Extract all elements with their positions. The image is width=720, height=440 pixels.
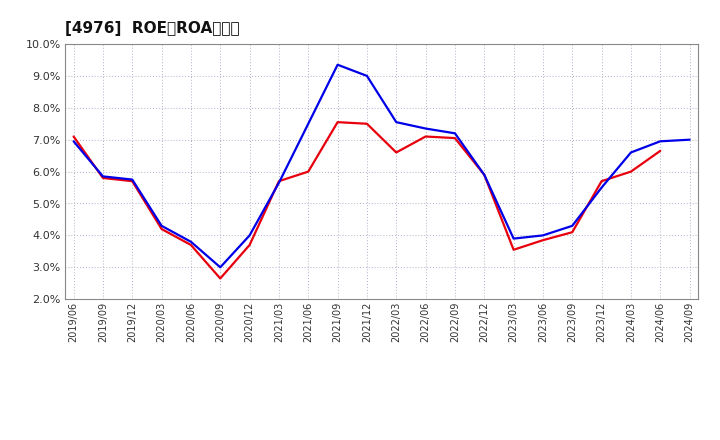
ROE — [363, 121, 372, 126]
Line: ROE: ROE — [73, 122, 660, 279]
ROA — [598, 185, 606, 190]
ROE — [128, 179, 137, 184]
ROE — [186, 242, 195, 248]
ROA — [392, 120, 400, 125]
ROE — [333, 120, 342, 125]
ROE — [451, 136, 459, 141]
ROA — [421, 126, 430, 131]
ROA — [157, 223, 166, 228]
ROE — [421, 134, 430, 139]
ROE — [598, 179, 606, 184]
ROA — [539, 233, 547, 238]
ROE — [392, 150, 400, 155]
ROA — [568, 223, 577, 228]
ROA — [99, 174, 107, 179]
ROE — [274, 179, 283, 184]
ROE — [568, 230, 577, 235]
ROA — [626, 150, 635, 155]
ROA — [480, 172, 489, 177]
ROA — [128, 177, 137, 182]
ROE — [509, 247, 518, 253]
ROE — [157, 226, 166, 231]
ROA — [656, 139, 665, 144]
ROA — [186, 239, 195, 245]
Text: [4976]  ROE、ROAの推移: [4976] ROE、ROAの推移 — [65, 21, 240, 36]
ROE — [246, 242, 254, 248]
ROE — [626, 169, 635, 174]
ROE — [480, 172, 489, 177]
Line: ROA: ROA — [73, 65, 690, 268]
ROA — [246, 233, 254, 238]
ROE — [69, 134, 78, 139]
ROE — [539, 238, 547, 243]
ROA — [69, 139, 78, 144]
ROE — [216, 276, 225, 281]
ROA — [509, 236, 518, 241]
ROA — [274, 180, 283, 185]
ROA — [363, 73, 372, 78]
ROE — [656, 148, 665, 154]
ROA — [451, 131, 459, 136]
ROE — [99, 176, 107, 181]
ROA — [216, 265, 225, 270]
ROA — [304, 121, 312, 126]
ROA — [333, 62, 342, 67]
ROA — [685, 137, 694, 142]
ROE — [304, 169, 312, 174]
